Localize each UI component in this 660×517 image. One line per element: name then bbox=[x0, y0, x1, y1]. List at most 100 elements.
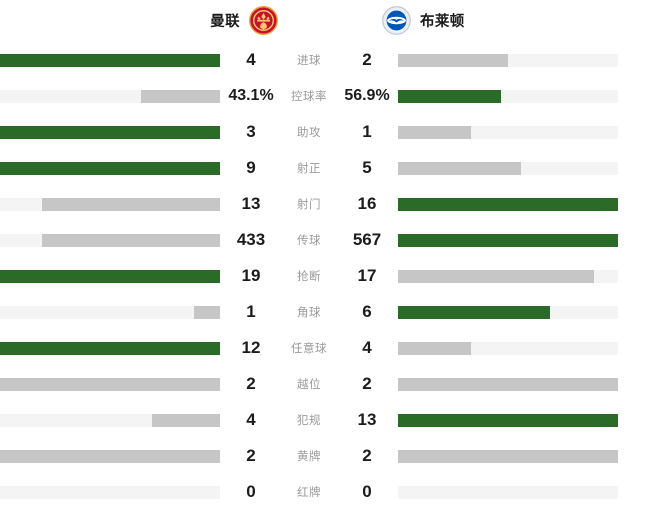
stat-row: 2 黄牌 2 bbox=[0, 438, 660, 474]
home-bar-track bbox=[0, 449, 220, 463]
away-bar bbox=[398, 269, 594, 283]
home-bar-track bbox=[0, 485, 220, 499]
away-bar-track bbox=[398, 449, 618, 463]
home-bar bbox=[42, 233, 220, 247]
away-bar bbox=[398, 341, 471, 355]
man-united-crest-icon bbox=[249, 5, 278, 35]
home-bar-track bbox=[0, 53, 220, 67]
away-value: 17 bbox=[357, 266, 377, 285]
away-bar bbox=[398, 377, 618, 391]
away-bar-track bbox=[398, 125, 618, 139]
away-bar-track bbox=[398, 377, 618, 391]
away-bar-track bbox=[398, 341, 618, 355]
away-value: 56.9% bbox=[344, 87, 390, 104]
away-value: 16 bbox=[357, 194, 377, 213]
away-value: 1 bbox=[362, 122, 372, 141]
home-bar bbox=[0, 341, 220, 355]
away-bar bbox=[398, 233, 618, 247]
home-bar bbox=[42, 197, 220, 211]
stat-row: 1 角球 6 bbox=[0, 294, 660, 330]
home-bar bbox=[0, 377, 220, 391]
home-bar-track bbox=[0, 269, 220, 283]
home-value: 0 bbox=[246, 482, 256, 501]
away-bar-track bbox=[398, 485, 618, 499]
brighton-crest-icon bbox=[382, 5, 411, 35]
home-bar bbox=[0, 125, 220, 139]
away-bar bbox=[398, 53, 508, 67]
home-bar-track bbox=[0, 161, 220, 175]
away-bar-track bbox=[398, 233, 618, 247]
away-value: 567 bbox=[352, 230, 382, 249]
stat-rows-list: 4 进球 2 43.1% 控球率 56.9% 3 助攻 1 9 射正 5 13 射门 16 433 传球 567 1… bbox=[0, 40, 660, 510]
stat-row: 433 传球 567 bbox=[0, 222, 660, 258]
away-value: 0 bbox=[362, 482, 372, 501]
home-bar bbox=[0, 53, 220, 67]
stat-label: 犯规 bbox=[297, 415, 321, 427]
away-bar bbox=[398, 125, 471, 139]
stat-row: 3 助攻 1 bbox=[0, 114, 660, 150]
stat-row: 43.1% 控球率 56.9% bbox=[0, 78, 660, 114]
stat-label: 助攻 bbox=[297, 127, 321, 139]
away-value: 2 bbox=[362, 446, 372, 465]
away-value: 5 bbox=[362, 158, 372, 177]
away-bar bbox=[398, 89, 501, 103]
teams-header: 曼联 布莱顿 bbox=[0, 0, 660, 40]
home-bar bbox=[0, 161, 220, 175]
away-team-name: 布莱顿 bbox=[420, 13, 465, 30]
home-value: 13 bbox=[241, 194, 261, 213]
away-bar bbox=[398, 449, 618, 463]
home-bar-track bbox=[0, 305, 220, 319]
away-value: 13 bbox=[357, 410, 377, 429]
home-bar-track bbox=[0, 413, 220, 427]
away-value: 4 bbox=[362, 338, 372, 357]
home-bar-track bbox=[0, 233, 220, 247]
stat-label: 黄牌 bbox=[297, 451, 321, 463]
away-bar-track bbox=[398, 161, 618, 175]
away-bar-track bbox=[398, 53, 618, 67]
home-value: 2 bbox=[246, 446, 256, 465]
stat-row: 13 射门 16 bbox=[0, 186, 660, 222]
stat-label: 射门 bbox=[297, 199, 321, 211]
away-bar bbox=[398, 305, 550, 319]
stat-row: 0 红牌 0 bbox=[0, 474, 660, 510]
home-bar-track bbox=[0, 341, 220, 355]
home-value: 4 bbox=[246, 410, 256, 429]
home-bar-track bbox=[0, 377, 220, 391]
away-value: 6 bbox=[362, 302, 372, 321]
stat-label: 进球 bbox=[297, 55, 321, 67]
away-bar-track bbox=[398, 413, 618, 427]
away-value: 2 bbox=[362, 50, 372, 69]
home-value: 43.1% bbox=[228, 87, 274, 104]
home-value: 1 bbox=[246, 302, 256, 321]
home-value: 4 bbox=[246, 50, 256, 69]
stat-label: 抢断 bbox=[297, 271, 321, 283]
away-team-header[interactable]: 布莱顿 bbox=[382, 5, 562, 35]
stat-label: 传球 bbox=[297, 235, 321, 247]
stat-row: 12 任意球 4 bbox=[0, 330, 660, 366]
home-team-name: 曼联 bbox=[210, 13, 240, 30]
stat-label: 红牌 bbox=[297, 487, 321, 499]
home-bar-track bbox=[0, 89, 220, 103]
away-bar-track bbox=[398, 197, 618, 211]
home-value: 3 bbox=[246, 122, 256, 141]
home-bar bbox=[152, 413, 220, 427]
away-bar bbox=[398, 161, 521, 175]
home-bar bbox=[0, 449, 220, 463]
stat-row: 9 射正 5 bbox=[0, 150, 660, 186]
home-value: 19 bbox=[241, 266, 261, 285]
home-bar-track bbox=[0, 125, 220, 139]
stat-label: 任意球 bbox=[291, 343, 327, 355]
home-value: 2 bbox=[246, 374, 256, 393]
away-value: 2 bbox=[362, 374, 372, 393]
home-value: 9 bbox=[246, 158, 256, 177]
away-bar bbox=[398, 413, 618, 427]
home-bar bbox=[0, 269, 220, 283]
home-team-header[interactable]: 曼联 bbox=[98, 5, 278, 35]
stat-label: 越位 bbox=[297, 379, 321, 391]
stat-row: 4 犯规 13 bbox=[0, 402, 660, 438]
away-bar-track bbox=[398, 269, 618, 283]
stat-row: 19 抢断 17 bbox=[0, 258, 660, 294]
away-bar-track bbox=[398, 305, 618, 319]
stat-label: 控球率 bbox=[291, 91, 327, 103]
